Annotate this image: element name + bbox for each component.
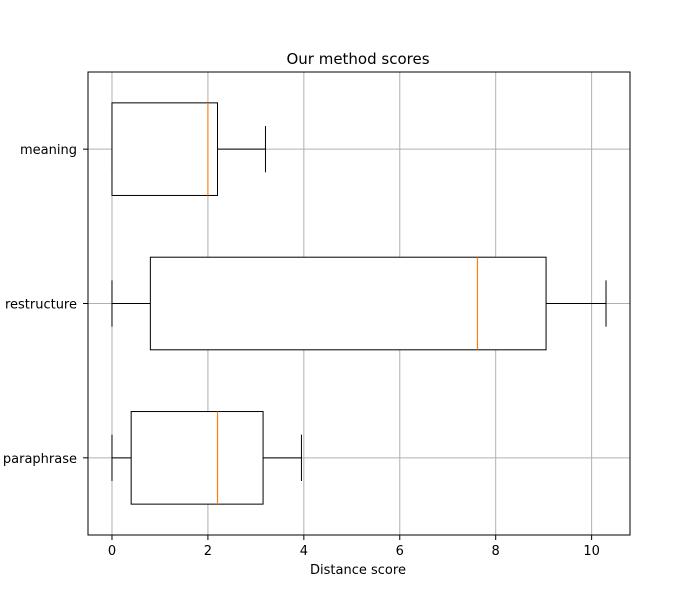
tick-layer: 0 2 4 6 8 10 paraphrase restructure meaning	[3, 143, 600, 559]
y-tick-label: restructure	[5, 298, 77, 313]
box-meaning	[111, 102, 266, 196]
y-tick-label: meaning	[20, 143, 77, 158]
x-tick-label: 6	[396, 544, 404, 559]
box-restructure	[111, 256, 607, 351]
iqr-box	[130, 411, 264, 505]
x-axis-label: Distance score	[310, 563, 406, 578]
box-paraphrase	[111, 411, 302, 505]
box-layer	[111, 102, 607, 505]
x-tick-label: 4	[300, 544, 308, 559]
y-tick-label: paraphrase	[3, 452, 77, 467]
iqr-box	[111, 102, 219, 196]
x-tick-label: 10	[583, 544, 600, 559]
x-tick-label: 2	[204, 544, 212, 559]
x-tick-label: 8	[492, 544, 500, 559]
chart-title: Our method scores	[286, 50, 429, 68]
iqr-box	[149, 256, 547, 351]
x-tick-label: 0	[108, 544, 116, 559]
